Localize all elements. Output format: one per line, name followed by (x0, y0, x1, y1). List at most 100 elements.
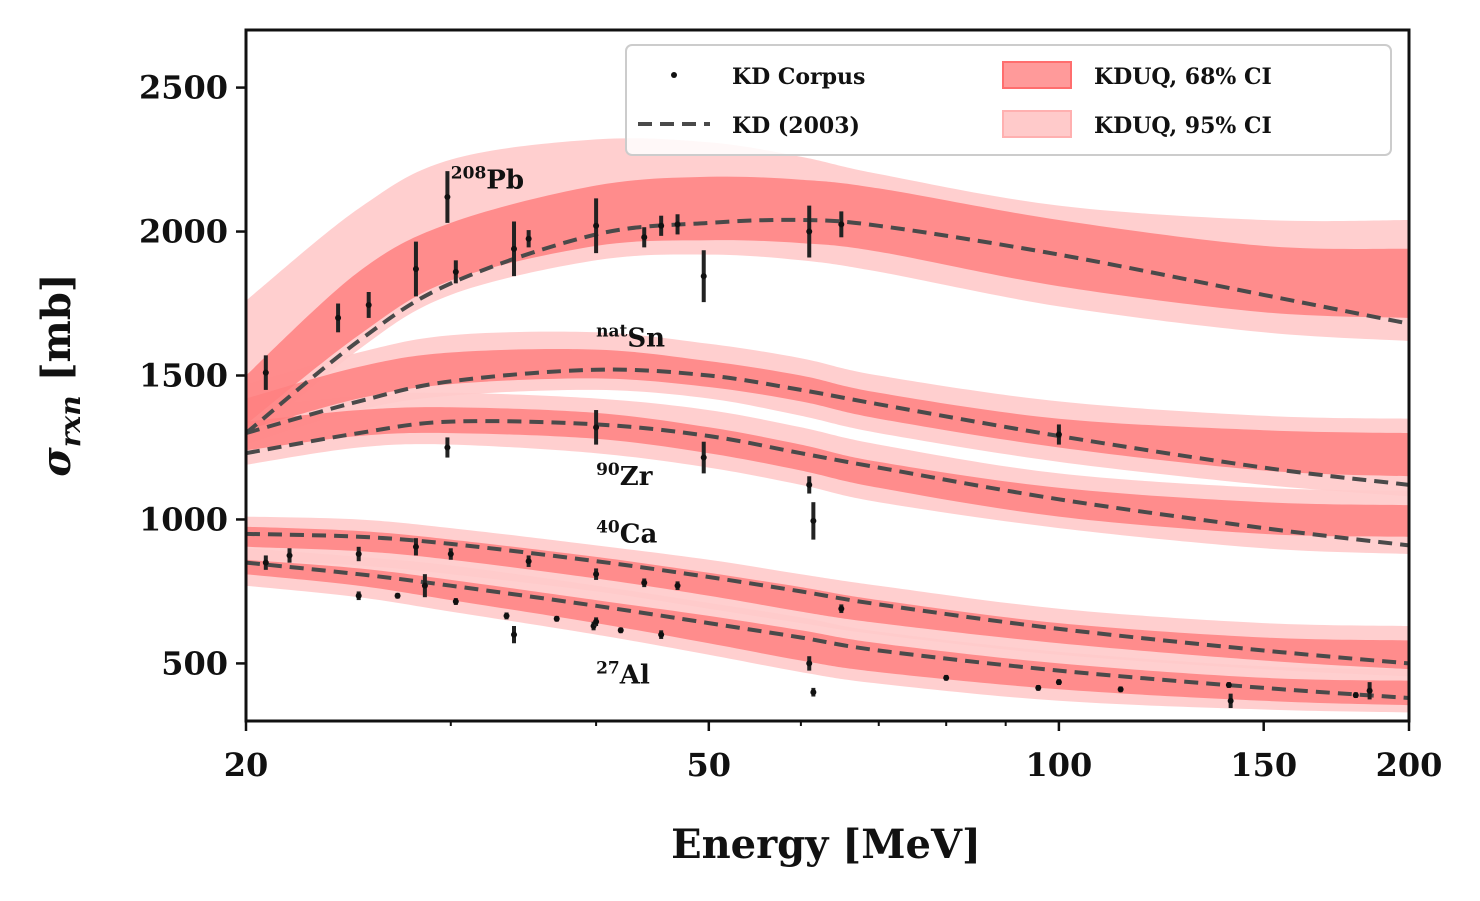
ci68-band-90zr (246, 407, 1409, 537)
data-point-27al (1055, 679, 1062, 686)
y-tick-label: 2000 (139, 213, 228, 251)
isotope-labels: 208Pb natSn 90Zr 40Ca 27Al (451, 163, 665, 690)
data-point-208pb (674, 221, 681, 228)
data-point-208pb (452, 268, 459, 275)
isotope-mass-90zr: 90 (596, 460, 620, 480)
legend-swatch-kduq-95 (1002, 110, 1072, 138)
data-point-27al (1352, 692, 1359, 699)
kd-line-natsn (246, 367, 1409, 487)
ci68-band-208pb (246, 176, 1409, 425)
data-point-natsn (1055, 431, 1062, 438)
isotope-mass-208pb: 208 (451, 163, 487, 183)
data-point-40ca (447, 551, 454, 558)
data-point-27al (394, 592, 401, 599)
data-point-208pb (641, 234, 648, 241)
data-point-40ca (286, 552, 293, 559)
x-tick-label: 150 (1230, 746, 1297, 784)
data-point-40ca (355, 551, 362, 558)
x-tick-label: 50 (687, 746, 732, 784)
data-point-208pb (511, 245, 518, 252)
y-tick-label: 1500 (139, 357, 228, 395)
kd-corpus-points (262, 171, 1373, 709)
data-point-27al (421, 582, 428, 589)
isotope-symbol-208pb: Pb (486, 165, 524, 195)
data-point-208pb (593, 222, 600, 229)
legend-label-kd-2003: KD (2003) (732, 113, 860, 139)
data-point-27al (1035, 684, 1042, 691)
isotope-label-90zr: 90Zr (596, 460, 653, 492)
data-point-27al (1225, 682, 1232, 689)
data-point-27al (810, 689, 817, 696)
data-point-27al (355, 592, 362, 599)
kd-2003-lines (246, 217, 1409, 700)
data-point-208pb (262, 369, 269, 376)
data-point-90zr (444, 444, 451, 451)
data-point-27al (503, 612, 510, 619)
data-point-90zr (700, 454, 707, 461)
data-point-208pb (365, 301, 372, 308)
isotope-label-208pb: 208Pb (451, 163, 524, 195)
data-point-90zr (593, 424, 600, 431)
x-tick-label: 200 (1376, 746, 1443, 784)
isotope-symbol-40ca: Ca (620, 519, 658, 549)
legend-marker-kd-corpus (671, 72, 677, 78)
isotope-mass-natsn: nat (596, 322, 627, 342)
isotope-label-27al: 27Al (596, 659, 650, 691)
y-axis-unit: [mb] (33, 273, 80, 381)
data-point-27al (452, 598, 459, 605)
data-point-208pb (525, 235, 532, 242)
data-point-27al (553, 615, 560, 622)
data-point-40ca (838, 605, 845, 612)
data-point-27al (806, 660, 813, 667)
y-tick-label: 1000 (139, 500, 228, 538)
isotope-symbol-90zr: Zr (620, 462, 653, 492)
isotope-mass-40ca: 40 (596, 517, 620, 537)
data-point-208pb (412, 265, 419, 272)
data-point-27al (1117, 686, 1124, 693)
y-axis-ticks: 500 1000 1500 2000 2500 (139, 69, 246, 682)
isotope-label-natsn: natSn (596, 322, 665, 354)
data-point-27al (511, 631, 518, 638)
isotope-symbol-27al: Al (619, 661, 650, 691)
data-point-208pb (806, 228, 813, 235)
data-point-27al (593, 618, 600, 625)
data-point-90zr (806, 481, 813, 488)
y-tick-label: 500 (161, 644, 228, 682)
data-point-27al (943, 674, 950, 681)
x-tick-label: 100 (1026, 746, 1093, 784)
data-point-40ca (262, 559, 269, 566)
isotope-mass-27al: 27 (596, 659, 620, 679)
legend-label-kduq-68: KDUQ, 68% CI (1094, 64, 1272, 90)
data-point-27al (1227, 697, 1234, 704)
data-point-27al (617, 627, 624, 634)
data-point-208pb (444, 193, 451, 200)
kd-line-208pb (246, 217, 1409, 435)
legend: KD Corpus KD (2003) KDUQ, 68% CI KDUQ, 9… (625, 44, 1392, 156)
x-tick-label: 20 (224, 746, 269, 784)
legend-label-kduq-95: KDUQ, 95% CI (1094, 113, 1272, 139)
data-point-40ca (525, 558, 532, 565)
legend-label-kd-corpus: KD Corpus (732, 64, 865, 90)
data-point-27al (1366, 687, 1373, 694)
data-point-40ca (593, 571, 600, 578)
data-point-208pb (658, 222, 665, 229)
isotope-label-40ca: 40Ca (596, 517, 657, 549)
y-axis-subscript: rxn (54, 395, 87, 447)
legend-box (625, 44, 1392, 156)
data-point-40ca (674, 582, 681, 589)
y-axis-title: σrxn [mb] (33, 273, 87, 476)
data-point-40ca (412, 543, 419, 550)
data-point-208pb (838, 221, 845, 228)
y-tick-label: 2500 (139, 69, 228, 107)
data-point-90zr (810, 517, 817, 524)
data-point-208pb (700, 273, 707, 280)
data-point-40ca (641, 579, 648, 586)
data-point-27al (658, 631, 665, 638)
y-axis-symbol: σ (33, 447, 80, 477)
x-axis-ticks: 20 50 100 150 200 (224, 721, 1443, 784)
isotope-symbol-natsn: Sn (627, 324, 665, 354)
data-point-208pb (335, 314, 342, 321)
kd-line-40ca (246, 531, 1409, 666)
legend-swatch-kduq-68 (1002, 61, 1072, 89)
